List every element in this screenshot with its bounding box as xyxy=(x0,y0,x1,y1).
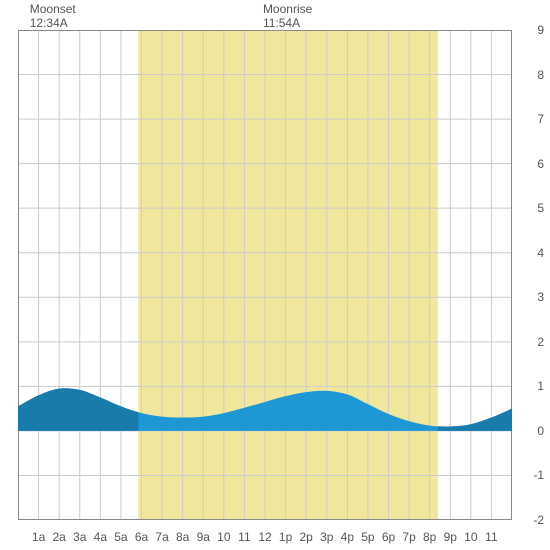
x-tick-label: 2a xyxy=(52,530,65,544)
x-tick-label: 7a xyxy=(155,530,168,544)
x-tick-label: 9a xyxy=(197,530,210,544)
moonset-time: 12:34A xyxy=(30,16,76,30)
x-tick-label: 6a xyxy=(135,530,148,544)
y-tick-label: 1 xyxy=(537,379,544,393)
x-tick-label: 3p xyxy=(320,530,333,544)
x-tick-label: 10 xyxy=(217,530,230,544)
x-tick-label: 1a xyxy=(32,530,45,544)
x-tick-label: 1p xyxy=(279,530,292,544)
x-tick-label: 10 xyxy=(464,530,477,544)
tide-chart: Moonset 12:34A Moonrise 11:54A -2-101234… xyxy=(0,0,550,550)
x-tick-label: 8p xyxy=(423,530,436,544)
x-tick-label: 9p xyxy=(444,530,457,544)
x-tick-label: 6p xyxy=(382,530,395,544)
y-tick-label: 2 xyxy=(537,335,544,349)
y-tick-label: 6 xyxy=(537,157,544,171)
x-tick-label: 4a xyxy=(94,530,107,544)
moonset-title: Moonset xyxy=(30,2,76,16)
x-tick-label: 12 xyxy=(258,530,271,544)
y-tick-label: 3 xyxy=(537,290,544,304)
x-tick-label: 5a xyxy=(114,530,127,544)
y-tick-label: -2 xyxy=(533,513,544,527)
moonrise-time: 11:54A xyxy=(263,16,312,30)
y-tick-label: 0 xyxy=(537,424,544,438)
plot-area xyxy=(18,30,512,520)
y-tick-label: 5 xyxy=(537,201,544,215)
moonrise-title: Moonrise xyxy=(263,2,312,16)
x-tick-label: 11 xyxy=(485,530,497,544)
moonrise-label: Moonrise 11:54A xyxy=(263,2,312,31)
x-tick-label: 5p xyxy=(361,530,374,544)
x-tick-label: 11 xyxy=(238,530,250,544)
x-tick-label: 4p xyxy=(341,530,354,544)
y-tick-label: 4 xyxy=(537,246,544,260)
plot-svg xyxy=(18,30,512,520)
y-tick-label: -1 xyxy=(533,468,544,482)
y-tick-label: 8 xyxy=(537,68,544,82)
x-tick-label: 7p xyxy=(402,530,415,544)
moonset-label: Moonset 12:34A xyxy=(30,2,76,31)
y-tick-label: 7 xyxy=(537,112,544,126)
x-tick-label: 8a xyxy=(176,530,189,544)
y-tick-label: 9 xyxy=(537,23,544,37)
x-tick-label: 2p xyxy=(299,530,312,544)
x-tick-label: 3a xyxy=(73,530,86,544)
